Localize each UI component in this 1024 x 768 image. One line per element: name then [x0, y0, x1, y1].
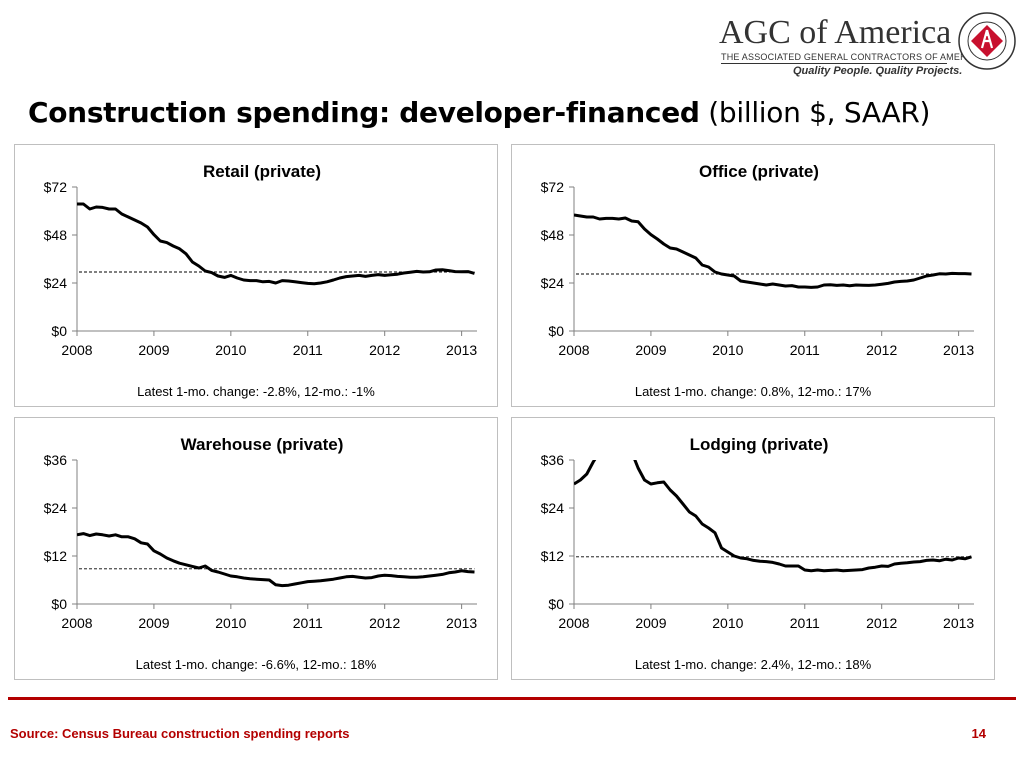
chart-title: Lodging (private): [690, 435, 829, 454]
x-tick-label: 2008: [61, 342, 92, 358]
agc-seal-icon: [958, 12, 1016, 70]
series-line: [77, 202, 475, 286]
series-line: [574, 213, 972, 289]
y-tick-label: $36: [541, 452, 565, 468]
chart-panel-office: Office (private) $0 $24 $48 $72 2008 2009 2010 2…: [511, 144, 995, 407]
logo-fullname: THE ASSOCIATED GENERAL CONTRACTORS OF AM…: [721, 52, 983, 62]
slide-title-units: (billion $, SAAR): [699, 96, 931, 129]
x-tick-label: 2013: [943, 342, 974, 358]
x-tick-label: 2013: [943, 615, 974, 631]
slide-title-bold: Construction spending: developer-finance…: [28, 96, 700, 129]
chart-note-office: Latest 1-mo. change: 0.8%, 12-mo.: 17%: [634, 384, 872, 399]
source-note: Source: Census Bureau construction spend…: [10, 726, 350, 741]
y-tick-label: $0: [51, 596, 67, 612]
x-tick-label: 2012: [369, 342, 400, 358]
chart-title: Office (private): [699, 162, 819, 181]
x-tick-label: 2011: [790, 342, 820, 358]
x-tick-label: 2011: [790, 615, 820, 631]
chart-office: Office (private) $0 $24 $48 $72 2008 2009 2010 2…: [541, 162, 975, 358]
x-tick-label: 2010: [712, 615, 743, 631]
y-tick-label: $48: [44, 227, 68, 243]
x-tick-label: 2012: [866, 342, 897, 358]
chart-note-retail: Latest 1-mo. change: -2.8%, 12-mo.: -1%: [137, 384, 375, 399]
footer-divider: [8, 697, 1016, 700]
y-tick-label: $48: [541, 227, 565, 243]
x-tick-label: 2010: [215, 342, 246, 358]
x-tick-label: 2012: [866, 615, 897, 631]
x-tick-label: 2009: [138, 342, 169, 358]
chart-lodging: Lodging (private) $0 $12 $24 $36 2008 2009 2010…: [541, 435, 975, 631]
y-tick-label: $0: [548, 323, 564, 339]
chart-panel-warehouse: Warehouse (private) $0 $12 $24 $36 2008 2009 20…: [14, 417, 498, 680]
y-tick-label: $72: [541, 179, 565, 195]
series-line: [574, 460, 972, 573]
y-tick-label: $0: [51, 323, 67, 339]
x-tick-label: 2012: [369, 615, 400, 631]
x-tick-label: 2010: [712, 342, 743, 358]
slide-title: Construction spending: developer-finance…: [28, 96, 930, 129]
chart-title: Warehouse (private): [181, 435, 344, 454]
y-tick-label: $12: [44, 548, 68, 564]
x-tick-label: 2013: [446, 342, 477, 358]
y-tick-label: $12: [541, 548, 565, 564]
x-tick-label: 2009: [635, 342, 666, 358]
chart-panel-lodging: Lodging (private) $0 $12 $24 $36 2008 2009 2010…: [511, 417, 995, 680]
y-tick-label: $24: [44, 275, 68, 291]
x-tick-label: 2008: [558, 342, 589, 358]
logo-wordmark: AGC of America: [719, 14, 952, 51]
y-tick-label: $24: [541, 500, 565, 516]
y-tick-label: $72: [44, 179, 68, 195]
x-tick-label: 2010: [215, 615, 246, 631]
x-tick-label: 2008: [558, 615, 589, 631]
x-tick-label: 2008: [61, 615, 92, 631]
y-tick-label: $36: [44, 452, 68, 468]
logo-tagline: Quality People. Quality Projects.: [793, 65, 963, 77]
agc-logo: AGC of America THE ASSOCIATED GENERAL CO…: [705, 8, 1020, 78]
y-tick-label: $0: [548, 596, 564, 612]
chart-panel-retail: Retail (private) $0 $24 $48 $72 2008 2009 2010 2…: [14, 144, 498, 407]
y-tick-label: $24: [541, 275, 565, 291]
x-tick-label: 2013: [446, 615, 477, 631]
chart-title: Retail (private): [203, 162, 321, 181]
x-tick-label: 2009: [138, 615, 169, 631]
logo-rule: [721, 63, 947, 64]
page-number: 14: [971, 726, 986, 741]
chart-note-lodging: Latest 1-mo. change: 2.4%, 12-mo.: 18%: [634, 657, 872, 672]
chart-warehouse: Warehouse (private) $0 $12 $24 $36 2008 2009 20…: [44, 435, 478, 631]
x-tick-label: 2011: [293, 615, 323, 631]
series-line: [77, 532, 475, 588]
x-tick-label: 2011: [293, 342, 323, 358]
y-tick-label: $24: [44, 500, 68, 516]
chart-note-warehouse: Latest 1-mo. change: -6.6%, 12-mo.: 18%: [135, 657, 377, 672]
x-tick-label: 2009: [635, 615, 666, 631]
chart-retail: Retail (private) $0 $24 $48 $72 2008 2009 2010 2…: [44, 162, 478, 358]
